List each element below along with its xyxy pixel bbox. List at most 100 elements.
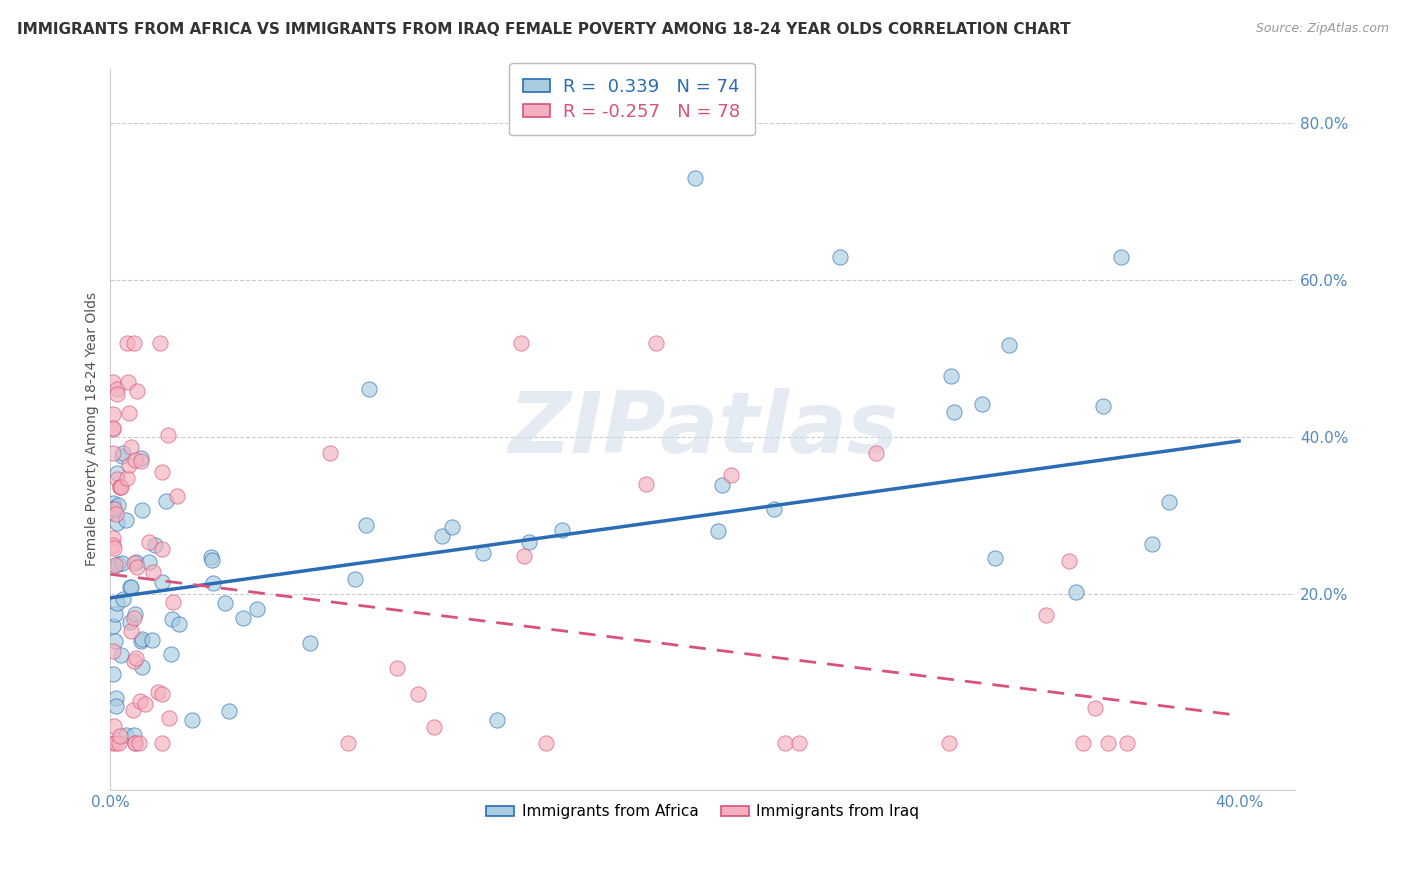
Point xyxy=(118,406,141,420)
Point xyxy=(103,531,125,545)
Point xyxy=(645,335,668,350)
Point xyxy=(105,691,128,706)
Legend: Immigrants from Africa, Immigrants from Iraq: Immigrants from Africa, Immigrants from … xyxy=(481,798,925,826)
Point xyxy=(117,471,139,485)
Point xyxy=(1109,250,1132,264)
Point xyxy=(105,699,128,714)
Point xyxy=(111,556,134,570)
Point xyxy=(319,446,342,460)
Point xyxy=(105,596,128,610)
Point xyxy=(214,596,236,610)
Point xyxy=(773,736,796,750)
Point xyxy=(128,694,150,708)
Point xyxy=(143,538,166,552)
Point xyxy=(472,546,495,560)
Point xyxy=(152,574,174,589)
Point xyxy=(104,634,127,648)
Point xyxy=(1159,495,1181,509)
Point xyxy=(103,505,125,519)
Point xyxy=(1097,736,1119,750)
Point xyxy=(103,719,125,733)
Point xyxy=(103,501,125,516)
Y-axis label: Female Poverty Among 18-24 Year Olds: Female Poverty Among 18-24 Year Olds xyxy=(86,293,100,566)
Point xyxy=(117,375,139,389)
Point xyxy=(150,736,173,750)
Point xyxy=(110,648,132,663)
Point xyxy=(125,559,148,574)
Point xyxy=(105,387,128,401)
Point xyxy=(138,555,160,569)
Point xyxy=(124,736,146,750)
Point xyxy=(124,736,146,750)
Point xyxy=(432,529,454,543)
Point xyxy=(107,557,129,571)
Point xyxy=(128,736,150,750)
Point xyxy=(124,607,146,622)
Point xyxy=(510,335,533,350)
Point xyxy=(103,407,125,421)
Point xyxy=(110,480,132,494)
Point xyxy=(160,647,183,661)
Point xyxy=(108,480,131,494)
Point xyxy=(131,633,153,648)
Point xyxy=(105,736,128,750)
Point xyxy=(720,467,742,482)
Point xyxy=(218,704,240,718)
Point xyxy=(512,549,534,564)
Point xyxy=(636,476,658,491)
Point xyxy=(1092,399,1115,413)
Point xyxy=(103,618,125,632)
Point xyxy=(150,541,173,556)
Point xyxy=(120,580,142,594)
Point xyxy=(441,520,464,534)
Point xyxy=(111,449,134,463)
Point xyxy=(343,572,366,586)
Point xyxy=(131,502,153,516)
Point xyxy=(111,446,134,460)
Point xyxy=(162,612,184,626)
Point xyxy=(707,524,730,538)
Point xyxy=(104,558,127,572)
Point xyxy=(118,615,141,630)
Point xyxy=(103,446,125,460)
Point xyxy=(108,736,131,750)
Point xyxy=(103,560,125,574)
Point xyxy=(1035,608,1057,623)
Point xyxy=(997,337,1019,351)
Point xyxy=(711,478,734,492)
Point xyxy=(115,335,138,350)
Point xyxy=(517,535,540,549)
Point xyxy=(180,714,202,728)
Point xyxy=(118,458,141,472)
Point xyxy=(201,553,224,567)
Point xyxy=(105,466,128,480)
Point xyxy=(298,636,321,650)
Point xyxy=(104,607,127,621)
Point xyxy=(1084,700,1107,714)
Point xyxy=(105,472,128,486)
Point xyxy=(970,397,993,411)
Point xyxy=(166,489,188,503)
Point xyxy=(131,632,153,647)
Point xyxy=(984,551,1007,566)
Point xyxy=(385,660,408,674)
Point xyxy=(1057,554,1080,568)
Point xyxy=(134,697,156,711)
Point xyxy=(105,516,128,530)
Point xyxy=(1140,537,1163,551)
Text: ZIPatlas: ZIPatlas xyxy=(508,388,898,471)
Point xyxy=(120,440,142,454)
Point xyxy=(938,736,960,750)
Text: Source: ZipAtlas.com: Source: ZipAtlas.com xyxy=(1256,22,1389,36)
Point xyxy=(131,660,153,674)
Point xyxy=(1116,736,1139,750)
Point xyxy=(125,384,148,398)
Point xyxy=(122,728,145,742)
Point xyxy=(108,730,131,744)
Text: IMMIGRANTS FROM AFRICA VS IMMIGRANTS FROM IRAQ FEMALE POVERTY AMONG 18-24 YEAR O: IMMIGRANTS FROM AFRICA VS IMMIGRANTS FRO… xyxy=(17,22,1070,37)
Point xyxy=(122,335,145,350)
Point xyxy=(149,335,172,350)
Point xyxy=(103,501,125,516)
Point xyxy=(108,480,131,494)
Point xyxy=(122,703,145,717)
